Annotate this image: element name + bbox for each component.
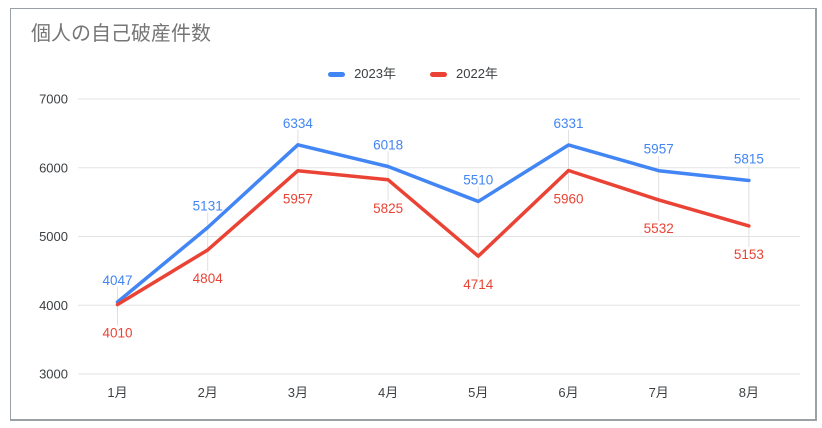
x-axis-tick-label: 3月 [288,385,308,400]
chart-container: 個人の自己破産件数 2023年 2022年 3000 4000 5000 6000 70… [10,8,817,421]
y-axis-tick-label: 6000 [39,160,68,175]
x-axis-tick-label: 7月 [649,385,669,400]
data-label-2022年: 5960 [553,192,583,207]
data-label-2022年: 4804 [193,271,224,286]
x-axis-tick-label: 8月 [739,385,759,400]
data-label-2022年: 5825 [373,201,403,216]
x-axis-tick-label: 5月 [468,385,488,400]
legend-label-2022: 2022年 [456,66,498,81]
plot-area: 3000 4000 5000 6000 7000 1月 2月 3月 4月 5月 6月 7月 8月 4047… [39,92,800,400]
data-label-2023年: 5510 [463,172,493,187]
x-axis-tick-label: 1月 [107,385,127,400]
data-label-2022年: 5153 [734,247,764,262]
data-label-2023年: 6331 [553,116,583,131]
series-line-2022年 [115,168,751,307]
y-axis-tick-label: 4000 [39,298,68,313]
x-axis-tick-label: 2月 [198,385,218,400]
y-axis-tick-label: 5000 [39,229,68,244]
data-label-2022年: 4714 [463,277,494,292]
legend-item-2022: 2022年 [430,66,498,82]
data-label-2023年: 5815 [734,151,764,166]
x-axis-tick-label: 6月 [558,385,578,400]
chart-title: 個人の自己破産件数 [31,23,211,45]
chart-legend: 2023年 2022年 [11,66,815,82]
data-label-2023年: 6334 [283,116,314,131]
data-label-2022年: 4010 [102,326,132,341]
data-label-2023年: 4047 [102,273,132,288]
y-axis-tick-label: 3000 [39,367,68,382]
x-axis-tick-label: 4月 [378,385,398,400]
data-label-2023年: 5957 [644,142,674,157]
data-label-2022年: 5532 [644,221,674,236]
data-label-2023年: 6018 [373,138,403,153]
y-axis-tick-label: 7000 [39,92,68,107]
legend-item-2023: 2023年 [328,66,396,82]
legend-line-marker-2023 [328,71,346,77]
series-line-2023年 [115,143,751,304]
data-label-2022年: 5957 [283,192,313,207]
data-label-2023年: 5131 [193,198,223,213]
legend-line-marker-2022 [430,71,447,77]
legend-label-2023: 2023年 [354,66,396,81]
